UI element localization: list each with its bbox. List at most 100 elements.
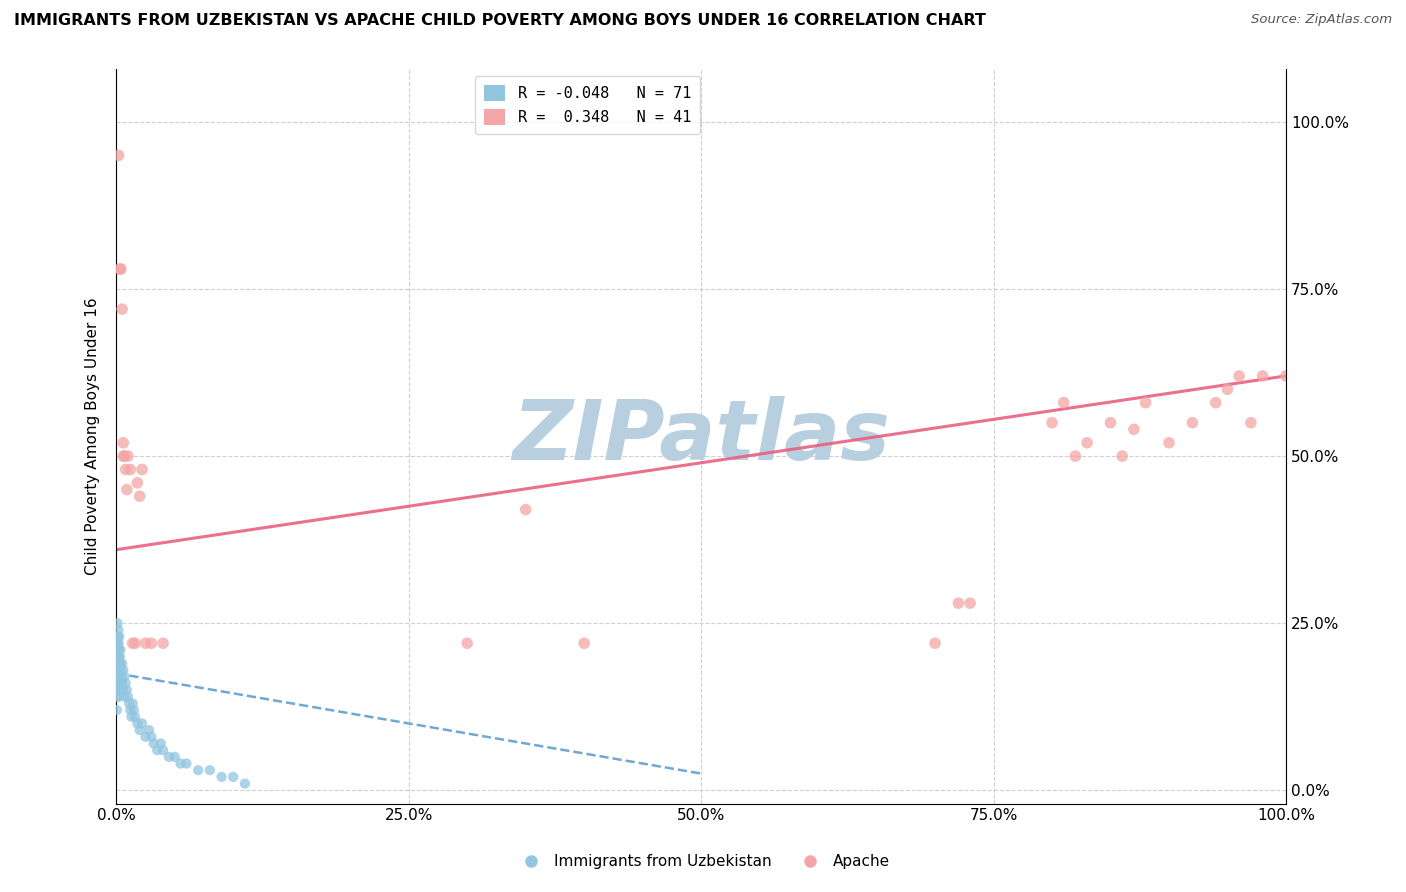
Point bbox=[107, 636, 129, 650]
Y-axis label: Child Poverty Among Boys Under 16: Child Poverty Among Boys Under 16 bbox=[86, 297, 100, 574]
Point bbox=[456, 636, 478, 650]
Point bbox=[163, 749, 186, 764]
Point bbox=[108, 670, 131, 684]
Point bbox=[134, 730, 156, 744]
Point bbox=[152, 636, 174, 650]
Point bbox=[131, 462, 153, 476]
Point bbox=[1157, 435, 1180, 450]
Point bbox=[141, 730, 163, 744]
Point bbox=[108, 657, 131, 671]
Point bbox=[121, 710, 143, 724]
Point bbox=[108, 657, 131, 671]
Point bbox=[1135, 395, 1157, 409]
Point bbox=[107, 616, 129, 631]
Point bbox=[142, 736, 165, 750]
Point bbox=[1205, 395, 1227, 409]
Point bbox=[1076, 435, 1098, 450]
Point bbox=[959, 596, 981, 610]
Point bbox=[107, 636, 129, 650]
Point bbox=[110, 262, 132, 277]
Point bbox=[1099, 416, 1122, 430]
Point bbox=[107, 690, 129, 704]
Point bbox=[105, 649, 128, 664]
Point bbox=[1181, 416, 1204, 430]
Point bbox=[1227, 368, 1250, 383]
Point bbox=[112, 449, 135, 463]
Point bbox=[157, 749, 180, 764]
Legend: R = -0.048   N = 71, R =  0.348   N = 41: R = -0.048 N = 71, R = 0.348 N = 41 bbox=[475, 76, 700, 134]
Point bbox=[138, 723, 160, 738]
Point bbox=[948, 596, 970, 610]
Point bbox=[107, 663, 129, 677]
Point bbox=[128, 723, 150, 738]
Point bbox=[124, 710, 146, 724]
Point bbox=[115, 683, 138, 698]
Point bbox=[107, 663, 129, 677]
Point bbox=[121, 697, 143, 711]
Text: ZIPatlas: ZIPatlas bbox=[512, 395, 890, 476]
Point bbox=[108, 643, 131, 657]
Point bbox=[131, 716, 153, 731]
Point bbox=[1111, 449, 1133, 463]
Point bbox=[112, 683, 135, 698]
Point bbox=[1251, 368, 1274, 383]
Point bbox=[176, 756, 198, 771]
Point bbox=[107, 630, 129, 644]
Text: IMMIGRANTS FROM UZBEKISTAN VS APACHE CHILD POVERTY AMONG BOYS UNDER 16 CORRELATI: IMMIGRANTS FROM UZBEKISTAN VS APACHE CHI… bbox=[14, 13, 986, 29]
Point bbox=[105, 676, 128, 690]
Point bbox=[1275, 368, 1298, 383]
Point bbox=[1240, 416, 1263, 430]
Point bbox=[128, 489, 150, 503]
Point bbox=[107, 657, 129, 671]
Point bbox=[107, 676, 129, 690]
Point bbox=[111, 657, 134, 671]
Point bbox=[114, 462, 136, 476]
Point bbox=[107, 148, 129, 162]
Point bbox=[108, 649, 131, 664]
Point bbox=[222, 770, 245, 784]
Point bbox=[114, 676, 136, 690]
Point bbox=[117, 690, 139, 704]
Point bbox=[108, 649, 131, 664]
Point bbox=[122, 703, 145, 717]
Point bbox=[108, 630, 131, 644]
Point bbox=[105, 657, 128, 671]
Point bbox=[114, 449, 136, 463]
Point bbox=[233, 776, 256, 790]
Point bbox=[105, 663, 128, 677]
Point bbox=[107, 670, 129, 684]
Point bbox=[924, 636, 946, 650]
Point bbox=[107, 683, 129, 698]
Point bbox=[115, 483, 138, 497]
Point bbox=[112, 663, 135, 677]
Point bbox=[114, 690, 136, 704]
Point bbox=[515, 502, 537, 516]
Point bbox=[124, 636, 146, 650]
Point bbox=[110, 676, 132, 690]
Point bbox=[198, 763, 221, 777]
Point bbox=[211, 770, 233, 784]
Point bbox=[1122, 422, 1144, 436]
Point bbox=[114, 670, 136, 684]
Point bbox=[187, 763, 209, 777]
Point bbox=[120, 462, 142, 476]
Point bbox=[110, 643, 132, 657]
Point bbox=[108, 676, 131, 690]
Point bbox=[110, 683, 132, 698]
Point bbox=[1064, 449, 1087, 463]
Point bbox=[120, 703, 142, 717]
Point bbox=[107, 623, 129, 637]
Point bbox=[105, 636, 128, 650]
Point bbox=[127, 475, 149, 490]
Point bbox=[1053, 395, 1076, 409]
Point bbox=[152, 743, 174, 757]
Point bbox=[110, 663, 132, 677]
Point bbox=[105, 690, 128, 704]
Text: Source: ZipAtlas.com: Source: ZipAtlas.com bbox=[1251, 13, 1392, 27]
Point bbox=[1040, 416, 1063, 430]
Point bbox=[107, 643, 129, 657]
Point bbox=[127, 716, 149, 731]
Point bbox=[141, 636, 163, 650]
Point bbox=[108, 262, 131, 277]
Point bbox=[111, 302, 134, 317]
